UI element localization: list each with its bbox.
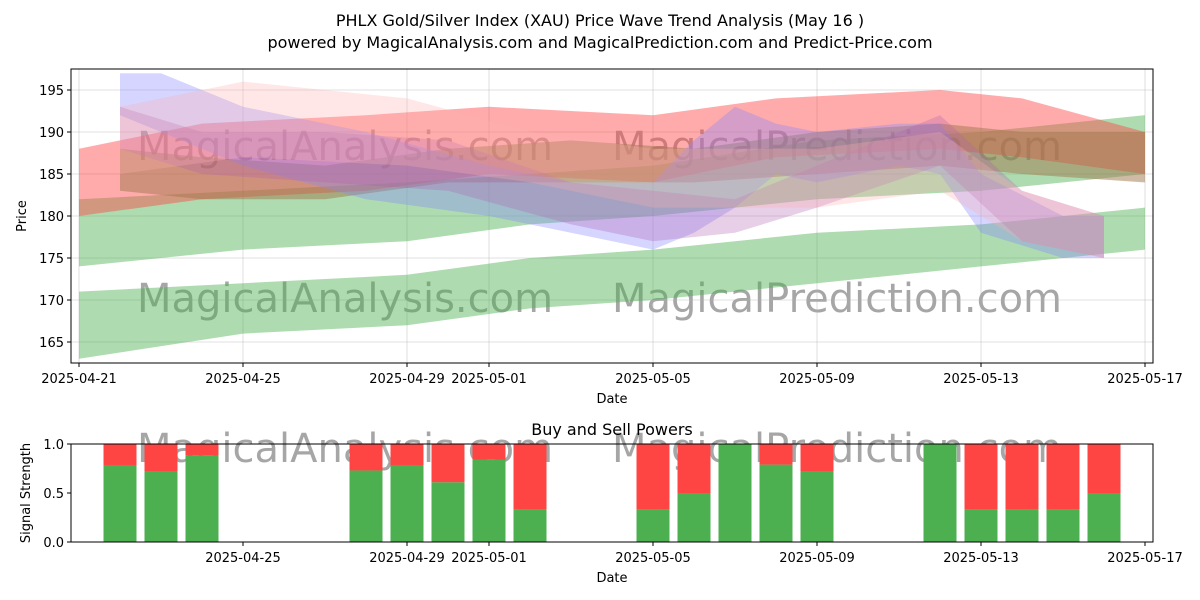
buy-bar [718,444,752,542]
x-tick-label: 2025-04-25 [205,372,281,387]
y-axis-label: Signal Strength [19,443,34,543]
sell-bar [1046,444,1080,510]
buy-bar [390,465,424,542]
watermark-text: MagicalPrediction.com [612,276,1062,322]
x-tick-label: 2025-05-05 [615,372,691,387]
buy-bar [431,482,465,542]
buy-bar [513,509,547,542]
buy-bar [349,470,383,542]
y-axis-label: Price [15,200,30,232]
watermark-text: MagicalAnalysis.com [137,276,553,322]
buy-bar [677,493,711,542]
y-tick-label: 180 [39,210,64,225]
y-tick-label: 1.0 [43,438,64,453]
buy-bar [472,459,506,542]
buy-bar [636,509,670,542]
x-tick-label: 2025-05-01 [451,372,527,387]
x-axis-label: Date [596,571,627,586]
y-tick-label: 195 [39,84,64,99]
x-tick-label: 2025-05-01 [451,551,527,566]
x-tick-label: 2025-04-21 [41,372,117,387]
buy-bar [964,509,998,542]
subplot-title: Buy and Sell Powers [531,420,693,439]
x-tick-label: 2025-04-29 [369,372,445,387]
chart-title-line2: powered by MagicalAnalysis.com and Magic… [267,33,932,52]
y-tick-label: 185 [39,168,64,183]
y-tick-label: 190 [39,126,64,141]
sell-bar [513,444,547,510]
x-axis-label: Date [596,392,627,407]
sell-bar [1087,444,1121,493]
x-tick-label: 2025-04-29 [369,551,445,566]
sell-bar [431,444,465,483]
sell-bar [800,444,834,472]
x-tick-label: 2025-05-17 [1107,551,1183,566]
wave-band-blue [120,73,1104,258]
x-tick-label: 2025-05-09 [779,551,855,566]
price-wave-chart: MagicalAnalysis.com MagicalPrediction.com… [15,68,1183,407]
sell-bar [1005,444,1039,510]
sell-bar [390,444,424,466]
sell-bar [472,444,506,460]
wave-band-pink [120,81,1104,258]
sell-bar [185,444,219,456]
x-tick-label: 2025-05-09 [779,372,855,387]
y-tick-label: 0.5 [43,487,64,502]
buy-bar [144,471,178,542]
y-tick-label: 175 [39,252,64,267]
y-tick-label: 170 [39,294,64,309]
sell-bar [103,444,137,466]
wave-band-purple [120,106,1104,258]
sell-bar [636,444,670,510]
y-tick-label: 165 [39,336,64,351]
buy-bar [1005,509,1039,542]
sell-bar [964,444,998,510]
x-tick-label: 2025-04-25 [205,551,281,566]
sell-bar [759,444,793,465]
buy-bar [1046,509,1080,542]
chart-title-line1: PHLX Gold/Silver Index (XAU) Price Wave … [336,11,864,30]
sell-bar [677,444,711,493]
y-tick-label: 0.0 [43,536,64,551]
x-tick-label: 2025-05-13 [943,551,1019,566]
buy-bar [185,455,219,542]
wave-bands [79,73,1145,359]
buy-bar [923,444,957,542]
wave-band-brown [120,123,1145,200]
buy-bar [759,464,793,542]
buy-bar [103,465,137,542]
buy-bar [800,471,834,542]
wave-band-green [79,207,1145,359]
x-tick-label: 2025-05-13 [943,372,1019,387]
buy-bar [1087,493,1121,542]
sell-bar [349,444,383,471]
x-tick-label: 2025-05-17 [1107,372,1183,387]
x-tick-label: 2025-05-05 [615,551,691,566]
sell-bar [144,444,178,472]
